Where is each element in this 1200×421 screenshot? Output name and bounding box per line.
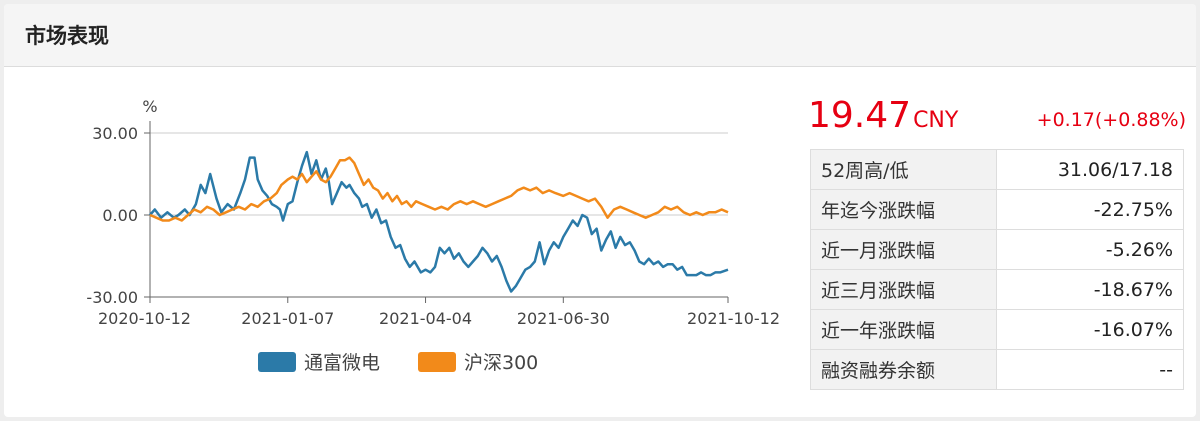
y-tick-label: -30.00 [86, 288, 138, 307]
y-tick-label: 30.00 [92, 124, 138, 143]
stats-table: 52周高/低 31.06/17.18 年迄今涨跌幅 -22.75% 近一月涨跌幅… [810, 149, 1184, 390]
stat-label: 年迄今涨跌幅 [810, 189, 997, 230]
stat-value: 31.06/17.18 [996, 149, 1184, 190]
table-row: 年迄今涨跌幅 -22.75% [810, 189, 1184, 230]
panel-title: 市场表现 [25, 24, 109, 48]
stat-value: -16.07% [996, 309, 1184, 350]
quote-price: 19.47CNY [808, 94, 958, 144]
price-currency: CNY [913, 108, 959, 133]
series-lines [149, 150, 729, 293]
panel-header: 市场表现 [4, 4, 1196, 67]
stat-value: -5.26% [996, 229, 1184, 270]
stat-label: 近一月涨跌幅 [810, 229, 997, 270]
x-tick-label: 2021-10-12 [687, 309, 780, 328]
x-tick-label: 2020-10-12 [98, 309, 191, 328]
price-change: +0.17(+0.88%) [1036, 109, 1186, 131]
legend-swatch [418, 352, 456, 372]
legend-label: 通富微电 [304, 352, 380, 374]
stat-value: -22.75% [996, 189, 1184, 230]
stat-label: 融资融券余额 [810, 349, 997, 390]
y-axis-label: % [142, 97, 157, 116]
table-row: 近一月涨跌幅 -5.26% [810, 229, 1184, 270]
table-row: 融资融券余额 -- [810, 349, 1184, 390]
chart-legend: 通富微电 沪深300 [258, 352, 538, 374]
table-row: 近一年涨跌幅 -16.07% [810, 309, 1184, 350]
x-tick-label: 2021-06-30 [517, 309, 610, 328]
table-row: 52周高/低 31.06/17.18 [810, 149, 1184, 190]
performance-chart: % 30.00 0.00 -30.00 2020-10-12 2021-01-07 202… [86, 97, 780, 374]
legend-swatch [258, 352, 296, 372]
price-value: 19.47 [808, 95, 912, 136]
series-line-0 [149, 150, 729, 293]
legend-label: 沪深300 [464, 352, 538, 374]
stat-value: -18.67% [996, 269, 1184, 310]
stat-label: 52周高/低 [810, 149, 997, 190]
stat-label: 近三月涨跌幅 [810, 269, 997, 310]
x-tick-label: 2021-01-07 [241, 309, 334, 328]
stat-value: -- [996, 349, 1184, 390]
table-row: 近三月涨跌幅 -18.67% [810, 269, 1184, 310]
axes: 30.00 0.00 -30.00 2020-10-12 2021-01-07 2021-… [86, 121, 780, 328]
stat-label: 近一年涨跌幅 [810, 309, 997, 350]
x-tick-label: 2021-04-04 [379, 309, 472, 328]
series-line-1 [149, 156, 729, 222]
y-tick-label: 0.00 [102, 206, 138, 225]
